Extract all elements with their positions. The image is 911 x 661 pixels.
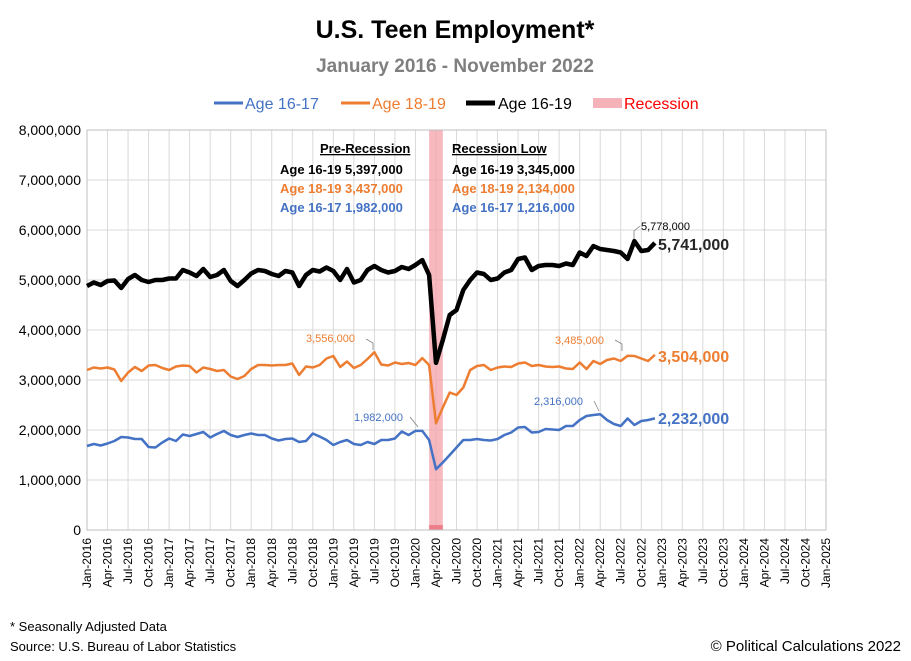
recession-base [429, 525, 443, 530]
x-tick-label: Apr-2020 [429, 538, 443, 588]
pre-recession-row-1619: Age 16-19 5,397,000 [280, 162, 403, 177]
leader-blue-pre [409, 416, 419, 428]
recession-low-row-1619: Age 16-19 3,345,000 [452, 162, 575, 177]
x-tick-label: Jul-2019 [367, 538, 381, 584]
x-tick-label: Jan-2019 [326, 538, 340, 588]
x-tick-label: Oct-2022 [634, 538, 648, 588]
x-tick-label: Apr-2022 [593, 538, 607, 588]
x-tick-label: Oct-2020 [470, 538, 484, 588]
label-orange-peak2: 3,485,000 [555, 335, 604, 347]
x-tick-label: Jul-2024 [778, 538, 792, 584]
recession-rect [429, 130, 443, 530]
x-tick-label: Jan-2017 [162, 538, 176, 588]
point-labels: 5,778,000 3,556,000 3,485,000 1,982,000 … [306, 221, 690, 428]
y-tick-label: 7,000,000 [19, 172, 81, 188]
x-tick-label: Oct-2024 [798, 538, 812, 588]
label-blue-pre: 1,982,000 [354, 412, 403, 424]
x-tick-label: Apr-2019 [347, 538, 361, 588]
leader-orange-peak2 [614, 339, 623, 351]
x-tick-label: Oct-2017 [224, 538, 238, 588]
x-tick-label: Jul-2023 [696, 538, 710, 584]
y-tick-label: 0 [73, 522, 81, 538]
y-tick-label: 2,000,000 [19, 422, 81, 438]
source-note: Source: U.S. Bureau of Labor Statistics [10, 639, 237, 654]
x-tick-label: Jan-2024 [737, 538, 751, 588]
legend: Age 16-17 Age 18-19 Age 16-19 Recession [214, 96, 699, 113]
recession-low-row-1819: Age 18-19 2,134,000 [452, 181, 575, 196]
y-axis-ticks: 0 1,000,000 2,000,000 3,000,000 4,000,000 5,0… [19, 122, 82, 538]
x-tick-label: Apr-2024 [757, 538, 771, 588]
y-tick-label: 8,000,000 [19, 122, 81, 138]
x-tick-label: Jul-2017 [203, 538, 217, 584]
x-tick-label: Oct-2019 [388, 538, 402, 588]
label-orange-peak1: 3,556,000 [306, 333, 355, 345]
series-line-age-16-17 [86, 412, 656, 471]
leader-blue-peak [593, 400, 600, 412]
x-tick-label: Jan-2016 [80, 538, 94, 588]
x-tick-label: Oct-2021 [552, 538, 566, 588]
pre-recession-annotation: Pre-Recession Age 16-19 5,397,000 Age 18… [280, 141, 410, 215]
x-tick-label: Jul-2021 [532, 538, 546, 584]
x-tick-label: Jan-2023 [655, 538, 669, 588]
chart-subtitle: January 2016 - November 2022 [316, 56, 594, 77]
x-tick-label: Oct-2023 [716, 538, 730, 588]
chart-title: U.S. Teen Employment* [316, 16, 595, 44]
copyright: © Political Calculations 2022 [711, 638, 901, 655]
series-line-age-16-19 [85, 238, 657, 366]
axes [86, 129, 827, 531]
footnote: * Seasonally Adjusted Data [10, 619, 168, 634]
pre-recession-heading: Pre-Recession [320, 141, 410, 156]
end-label-age1819: 3,504,000 [658, 349, 729, 366]
x-tick-label: Apr-2016 [101, 538, 115, 588]
legend-label-age1619: Age 16-19 [498, 96, 572, 113]
legend-label-recession: Recession [624, 96, 699, 113]
x-axis-ticks: Jan-2016 Apr-2016 Jul-2016 Oct-2016 Jan-2017… [80, 538, 833, 588]
x-tick-label: Oct-2018 [306, 538, 320, 588]
x-tick-label: Jul-2018 [285, 538, 299, 584]
y-tick-label: 4,000,000 [19, 322, 81, 338]
series-line-age-18-19 [86, 350, 656, 425]
x-tick-label: Jan-2022 [573, 538, 587, 588]
y-tick-label: 1,000,000 [19, 472, 81, 488]
x-tick-label: Jan-2020 [408, 538, 422, 588]
x-tick-label: Jan-2018 [244, 538, 258, 588]
y-tick-label: 3,000,000 [19, 372, 81, 388]
x-tick-label: Apr-2023 [675, 538, 689, 588]
x-tick-label: Apr-2021 [511, 538, 525, 588]
x-tick-label: Jan-2025 [819, 538, 833, 588]
label-blue-peak: 2,316,000 [534, 396, 583, 408]
y-tick-label: 6,000,000 [19, 222, 81, 238]
pre-recession-row-1819: Age 18-19 3,437,000 [280, 181, 403, 196]
series-lines [85, 238, 657, 471]
label-black-peak: 5,778,000 [641, 221, 690, 233]
leader-orange-peak1 [365, 338, 374, 350]
x-tick-label: Jul-2020 [450, 538, 464, 584]
recession-band [429, 130, 443, 530]
pre-recession-row-1617: Age 16-17 1,982,000 [280, 200, 403, 215]
end-labels: 5,741,000 3,504,000 2,232,000 [658, 237, 729, 428]
x-tick-label: Oct-2016 [142, 538, 156, 588]
legend-label-age1819: Age 18-19 [372, 96, 446, 113]
y-tick-label: 5,000,000 [19, 272, 81, 288]
x-tick-label: Apr-2017 [183, 538, 197, 588]
end-label-age1617: 2,232,000 [658, 411, 729, 428]
legend-label-age1617: Age 16-17 [245, 96, 319, 113]
leader-black-peak [633, 225, 641, 239]
plot-border [86, 129, 827, 531]
x-tick-label: Apr-2018 [265, 538, 279, 588]
recession-low-row-1617: Age 16-17 1,216,000 [452, 200, 575, 215]
end-label-age1619: 5,741,000 [658, 237, 729, 254]
recession-low-heading: Recession Low [452, 141, 548, 156]
x-tick-label: Jul-2022 [614, 538, 628, 584]
recession-low-annotation: Recession Low Age 16-19 3,345,000 Age 18… [452, 141, 575, 215]
x-tick-label: Jan-2021 [491, 538, 505, 588]
x-tick-label: Jul-2016 [121, 538, 135, 584]
